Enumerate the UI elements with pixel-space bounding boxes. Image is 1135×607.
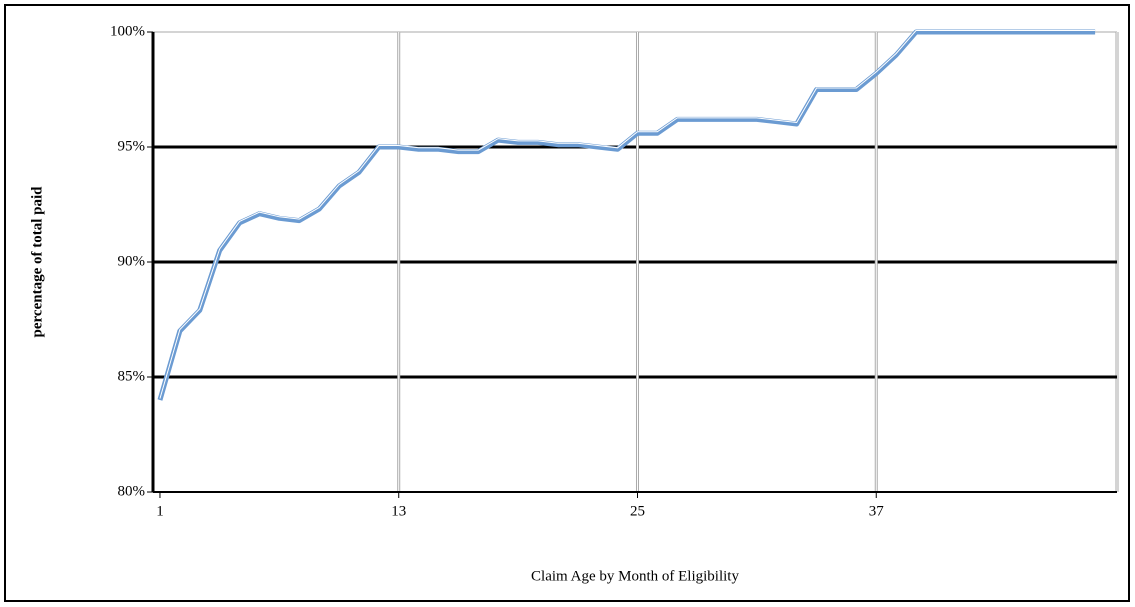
x-tick-label: 1	[156, 503, 164, 519]
x-tick-label: 13	[391, 503, 406, 519]
y-tick-label: 85%	[118, 368, 146, 384]
y-axis-title: percentage of total paid	[29, 186, 45, 338]
series-line-highlight	[159, 30, 1096, 399]
y-tick-label: 95%	[118, 138, 146, 154]
x-tick-label: 25	[630, 503, 645, 519]
chart-border	[4, 4, 1130, 602]
y-tick-label: 100%	[110, 23, 145, 39]
y-tick-label: 90%	[118, 253, 146, 269]
y-tick-label: 80%	[118, 483, 146, 499]
series-line	[157, 29, 1096, 401]
x-tick-label: 37	[869, 503, 885, 519]
x-axis-title: Claim Age by Month of Eligibility	[531, 568, 739, 584]
